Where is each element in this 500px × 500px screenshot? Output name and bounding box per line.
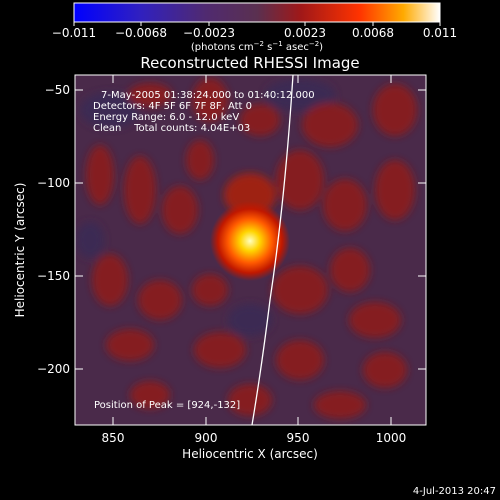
x-axis-label: Heliocentric X (arcsec) — [182, 447, 318, 461]
y-tick-label: −200 — [37, 362, 70, 376]
colorbar-tick-label: −0.0068 — [115, 26, 167, 40]
footer-date: 4‑Jul‑2013 20:47 — [413, 486, 496, 497]
y-tick-label: −150 — [37, 269, 70, 283]
plot-title: Reconstructed RHESSI Image — [140, 54, 359, 72]
x-tick-label: 900 — [195, 431, 218, 445]
clean-counts-text: Clean Total counts: 4.04E+03 — [93, 123, 250, 134]
y-tick-label: −50 — [45, 83, 70, 97]
colorbar-tick-label: −0.011 — [52, 26, 96, 40]
y-tick-label: −100 — [37, 176, 70, 190]
energy-range-text: Energy Range: 6.0 ‑ 12.0 keV — [93, 112, 239, 123]
time-range-text: 7‑May‑2005 01:38:24.000 to 01:40:12.000 — [101, 90, 315, 101]
colorbar-units: (photons cm−2 s−1 asec−2) — [191, 40, 323, 53]
colorbar-tick-label: 0.0023 — [284, 26, 326, 40]
colorbar — [74, 3, 440, 22]
colorbar-tick-label: 0.0068 — [352, 26, 394, 40]
y-axis-label: Heliocentric Y (arcsec) — [13, 183, 27, 318]
x-tick-label: 850 — [102, 431, 125, 445]
detectors-text: Detectors: 4F 5F 6F 7F 8F, Att 0 — [93, 101, 252, 112]
x-tick-label: 950 — [287, 431, 310, 445]
colorbar-tick-label: −0.0023 — [183, 26, 235, 40]
peak-position-text: Position of Peak = [924,‑132] — [94, 400, 240, 411]
colorbar-tick-label: 0.011 — [423, 26, 457, 40]
x-tick-label: 1000 — [376, 431, 407, 445]
